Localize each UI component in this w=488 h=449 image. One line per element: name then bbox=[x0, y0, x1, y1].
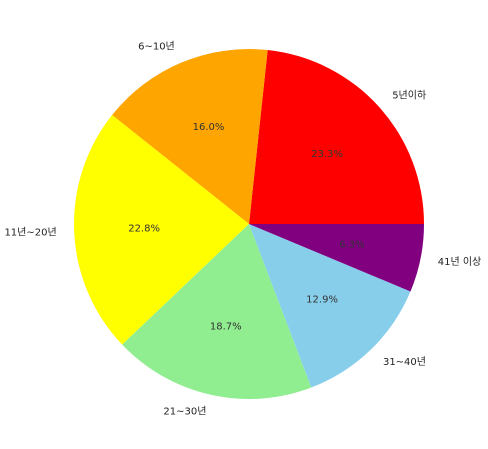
slice-percent-label-5: 6.3% bbox=[339, 240, 364, 251]
slice-percent-label-1: 16.0% bbox=[193, 122, 225, 133]
pie-slice-4 bbox=[249, 224, 411, 388]
labels-layer: 5년이하 23.3% 6~10년 16.0% 11년~20년 22.8% 21~30년 18.… bbox=[4, 40, 481, 417]
slice-category-label-4: 31~40년 bbox=[383, 356, 426, 368]
slice-percent-label-4: 12.9% bbox=[306, 294, 338, 305]
slice-percent-label-2: 22.8% bbox=[128, 224, 160, 235]
slice-percent-label-0: 23.3% bbox=[311, 149, 343, 160]
slice-category-label-5: 41년 이상 bbox=[438, 256, 482, 268]
slice-category-label-3: 21~30년 bbox=[163, 406, 206, 418]
pie-slice-3 bbox=[122, 224, 312, 399]
pie-slice-5 bbox=[249, 224, 424, 292]
slice-category-label-1: 6~10년 bbox=[138, 40, 175, 52]
pie-slice-2 bbox=[73, 115, 249, 345]
slice-percent-label-3: 18.7% bbox=[210, 321, 242, 332]
slice-category-label-0: 5년이하 bbox=[392, 88, 426, 101]
pie-slice-0 bbox=[249, 49, 424, 224]
slices-layer bbox=[73, 48, 424, 399]
slice-category-label-2: 11년~20년 bbox=[4, 226, 56, 238]
pie-slice-1 bbox=[112, 48, 268, 224]
